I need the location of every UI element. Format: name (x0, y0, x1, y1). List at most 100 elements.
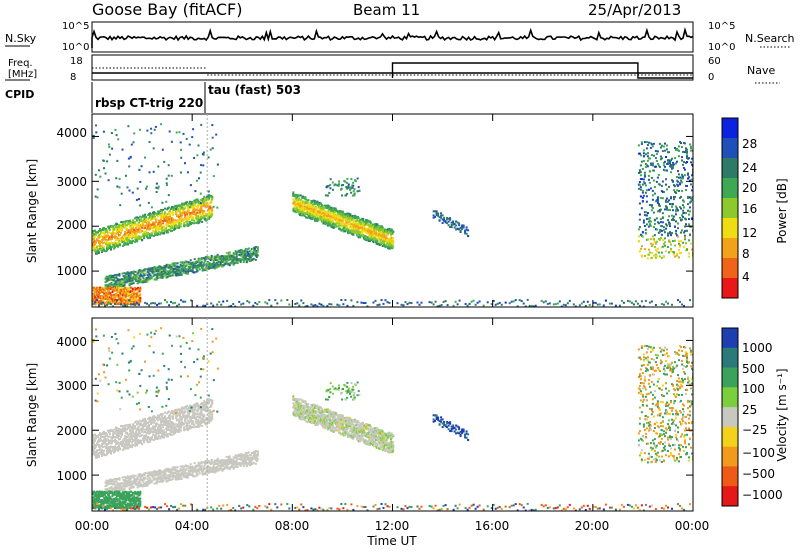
power-cell (205, 197, 208, 199)
power-cell (330, 221, 333, 224)
noise-left-tick-top: 10^5 (62, 21, 89, 32)
power-cell (153, 278, 156, 281)
power-cell (637, 235, 640, 238)
power-cell (158, 276, 161, 279)
power-cell (179, 141, 182, 144)
power-cell (173, 228, 176, 231)
power-cell (150, 276, 153, 279)
power-cell (684, 230, 686, 233)
power-cell (650, 251, 653, 254)
power-cell (179, 219, 182, 222)
power-cell (404, 301, 407, 304)
power-cell (652, 142, 655, 145)
power-cell (252, 257, 255, 260)
power-cell (166, 184, 168, 187)
power-cell (683, 167, 685, 169)
power-cell (156, 303, 159, 306)
power-cell (117, 237, 119, 240)
power-cell (123, 235, 126, 238)
power-cell (113, 288, 115, 291)
power-cell (650, 256, 653, 259)
power-cell (333, 212, 336, 215)
power-cell (296, 302, 299, 305)
power-cell (387, 228, 389, 231)
power-cell (228, 252, 231, 255)
power-cell (227, 258, 230, 261)
power-cell (666, 144, 668, 147)
power-cell (112, 279, 115, 282)
power-cell (104, 172, 107, 175)
power-cell (400, 303, 403, 306)
power-cell (193, 157, 196, 159)
power-cell (687, 172, 689, 175)
power-cell (212, 175, 215, 178)
power-cell (371, 224, 374, 227)
power-cell (110, 287, 112, 290)
power-cell (148, 141, 151, 143)
power-cell (127, 274, 130, 277)
power-cell (140, 218, 143, 221)
power-cell (124, 225, 127, 228)
power-cell (125, 220, 128, 223)
power-cell (180, 148, 182, 151)
power-cell (204, 214, 207, 217)
power-cell (109, 245, 111, 248)
power-cell (187, 225, 190, 228)
power-cell (662, 145, 665, 148)
power-cell (138, 198, 140, 201)
power-cell (172, 211, 175, 214)
power-cell (165, 213, 168, 216)
power-cell (107, 179, 110, 182)
power-cell (92, 245, 94, 248)
power-cell (192, 264, 195, 267)
power-cell (296, 196, 299, 199)
power-cell (232, 255, 235, 258)
power-cell (656, 199, 659, 202)
power-cell (340, 299, 343, 301)
power-cell (169, 212, 172, 215)
power-cell (172, 218, 175, 221)
power-cell (356, 219, 359, 222)
power-cell (177, 268, 180, 270)
power-cell (669, 232, 671, 235)
power-cell (459, 231, 462, 233)
power-cell (455, 220, 458, 223)
power-cell (158, 302, 161, 305)
power-cell (108, 227, 110, 230)
freq-label: Freq. (8, 58, 33, 69)
power-cell (653, 241, 656, 244)
power-cell (147, 275, 150, 278)
power-cell (677, 222, 679, 225)
power-cell (358, 189, 361, 192)
power-cell (665, 183, 667, 186)
power-cell (302, 212, 305, 215)
power-cell (564, 304, 567, 307)
power-cell (188, 217, 191, 220)
power-cell (311, 216, 314, 219)
power-cell (100, 302, 102, 305)
power-cell (308, 202, 311, 205)
power-cell (389, 231, 392, 234)
velocity-cell (92, 449, 94, 452)
power-cell (299, 198, 302, 201)
power-cell (392, 241, 395, 244)
velocity-cell (93, 438, 95, 441)
power-cell (132, 225, 135, 228)
power-cell (195, 179, 198, 182)
power-cell (664, 237, 666, 240)
power-ytick-3000: 3000 (56, 175, 87, 189)
power-cbar-tick-16: 16 (742, 202, 757, 216)
power-cell (350, 299, 353, 302)
power-cell (353, 192, 356, 195)
power-cell (372, 228, 374, 231)
power-cell (672, 161, 674, 164)
power-cell (375, 228, 378, 231)
power-cell (268, 299, 271, 302)
power-cell (191, 219, 194, 221)
power-cell (132, 270, 135, 273)
power-cell (244, 247, 247, 250)
power-cell (661, 212, 664, 215)
power-cell (188, 209, 191, 212)
power-cell (679, 244, 681, 247)
